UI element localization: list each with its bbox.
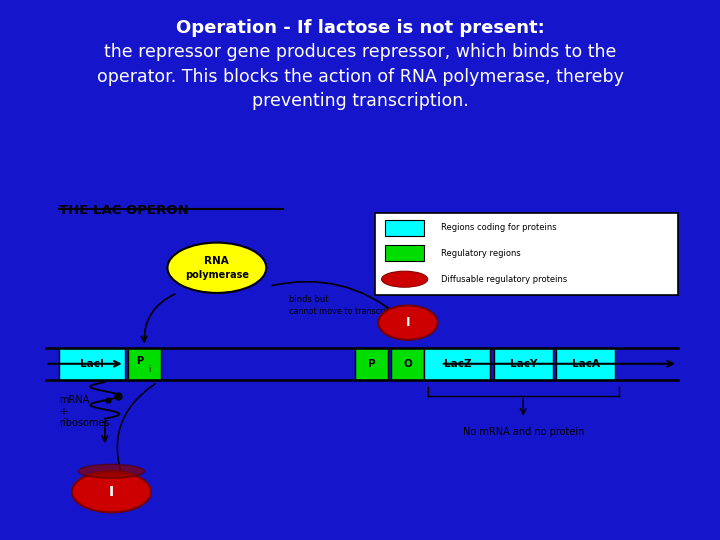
Text: operator. This blocks the action of RNA polymerase, thereby: operator. This blocks the action of RNA … [96, 68, 624, 85]
Text: preventing transcription.: preventing transcription. [251, 92, 469, 110]
Bar [556, 348, 616, 380]
Text: LacY: LacY [510, 359, 537, 369]
Ellipse shape [72, 471, 151, 512]
Text: THE LAC OPERON: THE LAC OPERON [59, 204, 189, 217]
Text: i: i [148, 364, 150, 374]
Text: LacA: LacA [572, 359, 600, 369]
Text: ribosomes: ribosomes [59, 418, 109, 428]
Ellipse shape [168, 242, 266, 293]
Text: I: I [405, 316, 410, 329]
Text: O: O [403, 359, 413, 369]
FancyBboxPatch shape [375, 213, 678, 295]
Text: I: I [109, 485, 114, 499]
Text: Diffusable regulatory proteins: Diffusable regulatory proteins [441, 275, 567, 284]
Text: +: + [59, 407, 67, 417]
Text: mRNA: mRNA [59, 395, 89, 406]
Text: cannot move to transcribe: cannot move to transcribe [289, 307, 396, 316]
Text: No mRNA and no protein: No mRNA and no protein [462, 427, 584, 437]
Bar [494, 348, 553, 380]
Bar [424, 348, 490, 380]
Bar [392, 348, 424, 380]
Text: RNA: RNA [204, 256, 229, 266]
Bar [128, 348, 161, 380]
Ellipse shape [378, 306, 438, 340]
Bar [385, 220, 424, 236]
Ellipse shape [78, 464, 145, 478]
Text: P: P [368, 359, 376, 369]
Text: the repressor gene produces repressor, which binds to the: the repressor gene produces repressor, w… [104, 43, 616, 61]
Bar [355, 348, 388, 380]
Text: Operation - If lactose is not present:: Operation - If lactose is not present: [176, 19, 544, 37]
Text: LacI: LacI [80, 359, 104, 369]
Bar [385, 245, 424, 261]
Ellipse shape [382, 271, 428, 287]
Text: P: P [136, 356, 143, 367]
Bar [59, 348, 125, 380]
Text: Regulatory regions: Regulatory regions [441, 248, 521, 258]
Text: LacZ: LacZ [444, 359, 471, 369]
Text: Regions coding for proteins: Regions coding for proteins [441, 223, 557, 232]
Text: binds but: binds but [289, 295, 329, 304]
Text: polymerase: polymerase [185, 269, 249, 280]
